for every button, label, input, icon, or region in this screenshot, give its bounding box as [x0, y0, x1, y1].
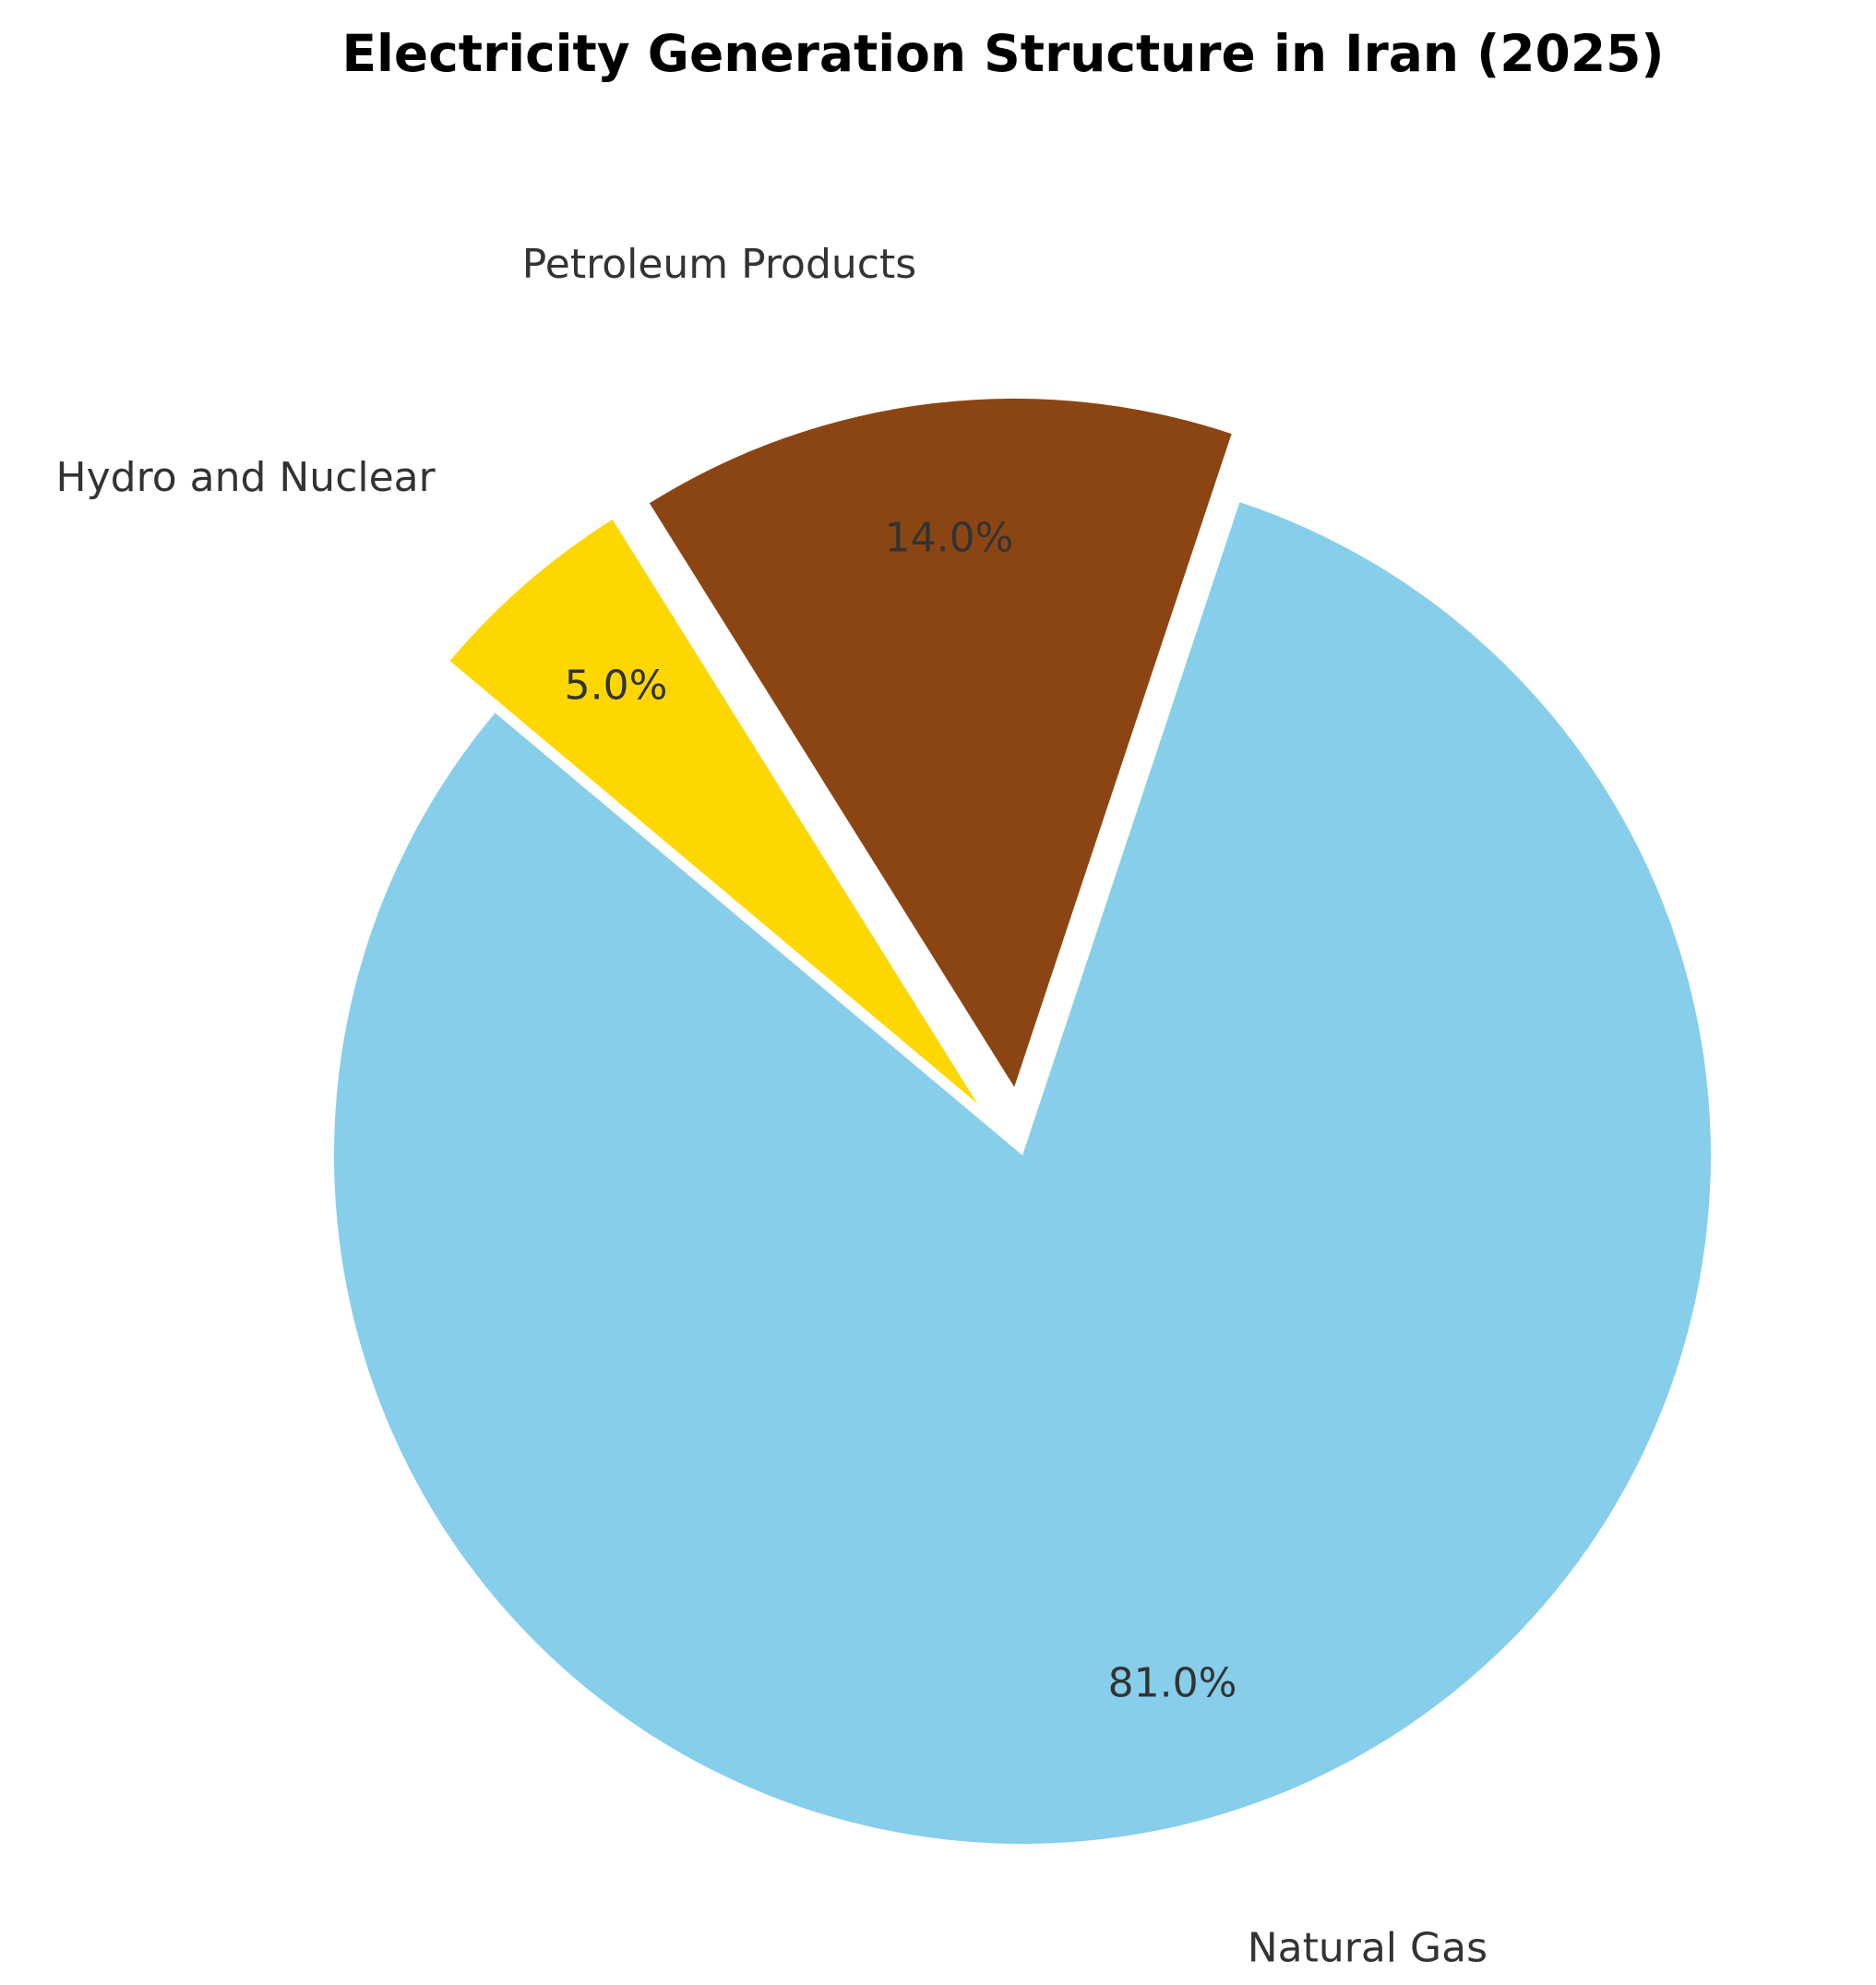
pie-slice: [449, 520, 978, 1104]
value-label: 81.0%: [1108, 1659, 1237, 1706]
slice-label: Hydro and Nuclear: [56, 454, 436, 501]
value-label: 14.0%: [885, 514, 1014, 561]
pie-slice: [334, 502, 1712, 1845]
slice-label: Natural Gas: [1248, 1924, 1488, 1971]
value-label: 5.0%: [565, 662, 668, 709]
slice-label: Petroleum Products: [522, 241, 916, 288]
chart-title: Electricity Generation Structure in Iran…: [341, 24, 1664, 83]
pie-slice: [649, 398, 1232, 1087]
